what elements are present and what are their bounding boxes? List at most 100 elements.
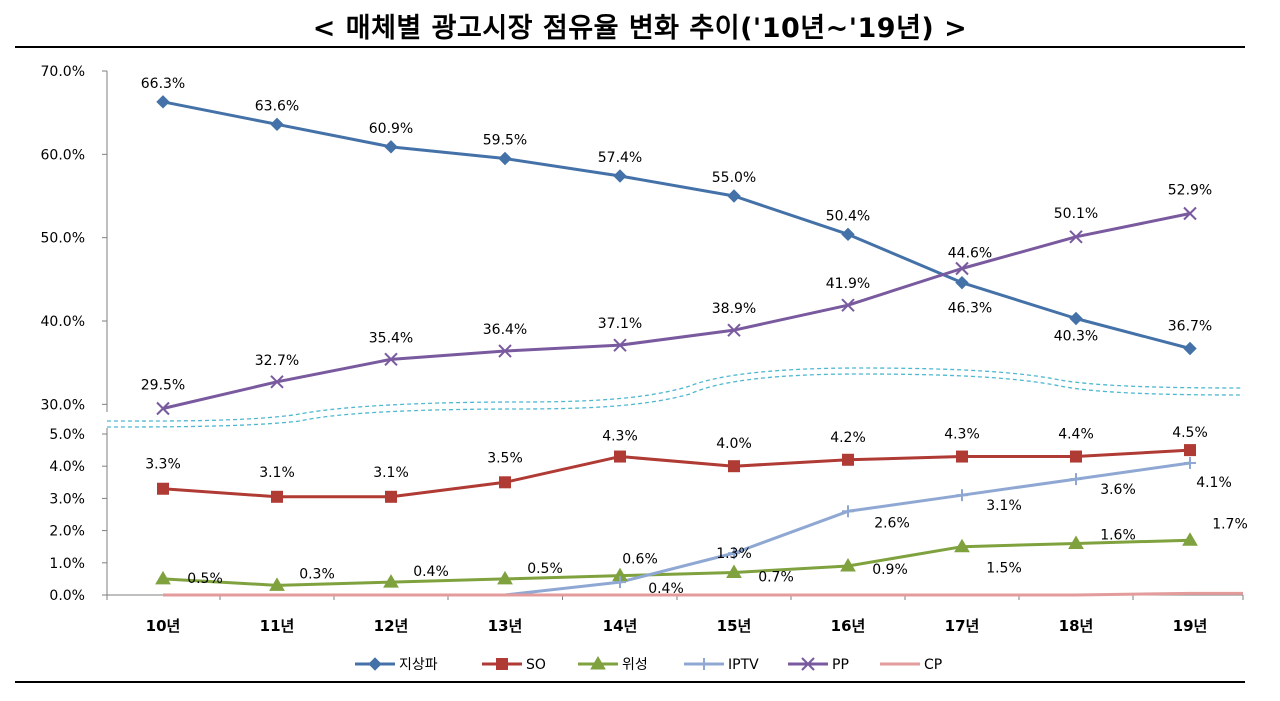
marker-위성 (840, 558, 856, 572)
data-label-SO: 3.1% (259, 465, 295, 481)
legend-label-지상파: 지상파 (399, 657, 438, 673)
legend-label-PP: PP (832, 657, 849, 673)
marker-지상파 (498, 151, 512, 166)
legend-label-CP: CP (924, 657, 942, 673)
series-line-지상파 (162, 100, 1191, 350)
data-label-SO: 4.2% (830, 430, 866, 446)
data-label-지상파: 59.5% (483, 133, 527, 149)
marker-SO (385, 490, 397, 503)
data-label-PP: 35.4% (369, 330, 413, 346)
y-tick-label-lower: 1.0% (49, 556, 85, 572)
marker-PP (270, 375, 284, 389)
axis-break (106, 367, 1244, 428)
series-line-위성 (162, 538, 1191, 587)
marker-IPTV (614, 576, 626, 589)
axes: 30.0% 40.0% 50.0% 60.0% 70.0% 0.0% 1.0% 2.0% 3.0… (41, 64, 1244, 635)
data-label-IPTV: 0.4% (648, 581, 684, 597)
data-label-SO: 3.5% (487, 450, 523, 466)
marker-PP (156, 401, 170, 416)
y-tick-label-upper: 50.0% (41, 231, 85, 247)
marker-지상파 (384, 140, 398, 154)
data-label-IPTV: 3.1% (986, 498, 1022, 514)
data-label-PP: 36.4% (483, 322, 527, 338)
data-label-IPTV: 1.3% (716, 546, 752, 562)
series-line-SO (162, 448, 1191, 499)
marker-지상파 (727, 189, 741, 203)
data-label-PP: 46.3% (948, 301, 992, 317)
marker-PP-b (841, 298, 855, 312)
marker-SO (499, 476, 511, 489)
marker-위성 (269, 577, 285, 591)
x-tick-label: 16년 (831, 617, 866, 635)
axis-break-line (106, 373, 1244, 428)
marker-위성 (497, 570, 513, 585)
marker-지상파 (156, 95, 170, 109)
marker-SO (271, 490, 283, 503)
data-label-PP: 32.7% (255, 353, 299, 369)
data-label-지상파: 55.0% (712, 170, 756, 186)
series-line-PP (162, 212, 1191, 410)
legend-marker-PP (801, 657, 815, 671)
marker-IPTV (728, 547, 740, 560)
legend-marker-위성 (590, 656, 606, 670)
legend-label-위성: 위성 (622, 657, 648, 673)
x-tick-label: 19년 (1173, 617, 1208, 635)
marker-IPTV (1070, 473, 1082, 486)
data-label-위성: 0.9% (872, 562, 908, 578)
data-label-PP: 37.1% (598, 316, 642, 332)
data-label-PP: 50.1% (1054, 206, 1098, 222)
legend-marker-IPTV (698, 658, 710, 670)
marker-PP-b (1183, 206, 1197, 221)
data-label-위성: 0.7% (758, 569, 794, 585)
marker-위성 (1182, 532, 1198, 546)
marker-PP-b (384, 352, 398, 367)
data-label-위성: 0.6% (622, 552, 658, 568)
marker-SO (842, 453, 854, 466)
x-tick-label: 11년 (260, 617, 295, 635)
marker-지상파 (841, 227, 855, 242)
marker-PP-b (613, 338, 627, 352)
chart-title: < 매체별 광고시장 점유율 변화 추이('10년~'19년) > (312, 13, 968, 44)
marker-PP-b (955, 261, 969, 276)
marker-PP-b (498, 344, 512, 358)
data-label-지상파: 63.6% (255, 98, 299, 114)
data-label-PP: 38.9% (712, 301, 756, 317)
data-label-위성: 0.4% (413, 564, 449, 580)
y-tick-label-lower: 0.0% (49, 588, 85, 604)
series-markers (155, 95, 1198, 591)
marker-PP (1183, 206, 1197, 221)
x-tick-label: 18년 (1059, 617, 1094, 635)
x-tick-label: 17년 (945, 617, 980, 635)
marker-PP (613, 338, 627, 352)
legend-marker-지상파 (368, 657, 382, 671)
data-label-위성: 1.6% (1100, 527, 1136, 543)
y-tick-label-upper: 40.0% (41, 314, 85, 330)
data-label-지상파: 50.4% (826, 208, 870, 224)
marker-지상파 (955, 275, 969, 290)
marker-SO (956, 450, 968, 463)
data-label-지상파: 66.3% (141, 76, 185, 92)
data-label-위성: 1.5% (986, 561, 1022, 577)
data-label-PP: 41.9% (826, 276, 870, 292)
legend-label-IPTV: IPTV (728, 657, 759, 673)
marker-PP (955, 261, 969, 276)
data-label-SO: 4.3% (602, 429, 638, 445)
marker-SO (157, 482, 169, 495)
y-tick-label-lower: 4.0% (49, 459, 85, 475)
x-tick-label: 14년 (603, 617, 638, 635)
marker-PP-b (1069, 230, 1083, 244)
data-label-SO: 4.5% (1172, 425, 1208, 441)
legend: 지상파 SO 위성 IPTV PP CP (355, 656, 942, 673)
data-label-IPTV: 3.6% (1100, 482, 1136, 498)
axis-break-line (106, 367, 1244, 422)
marker-지상파 (1069, 311, 1083, 326)
y-tick-label-lower: 3.0% (49, 491, 85, 507)
data-label-SO: 3.1% (373, 465, 409, 481)
legend-marker-SO (496, 658, 508, 670)
data-label-지상파: 60.9% (369, 121, 413, 137)
data-label-PP: 29.5% (141, 378, 185, 394)
marker-SO (1184, 444, 1196, 457)
y-tick-label-upper: 70.0% (41, 64, 85, 80)
marker-PP-b (270, 375, 284, 389)
